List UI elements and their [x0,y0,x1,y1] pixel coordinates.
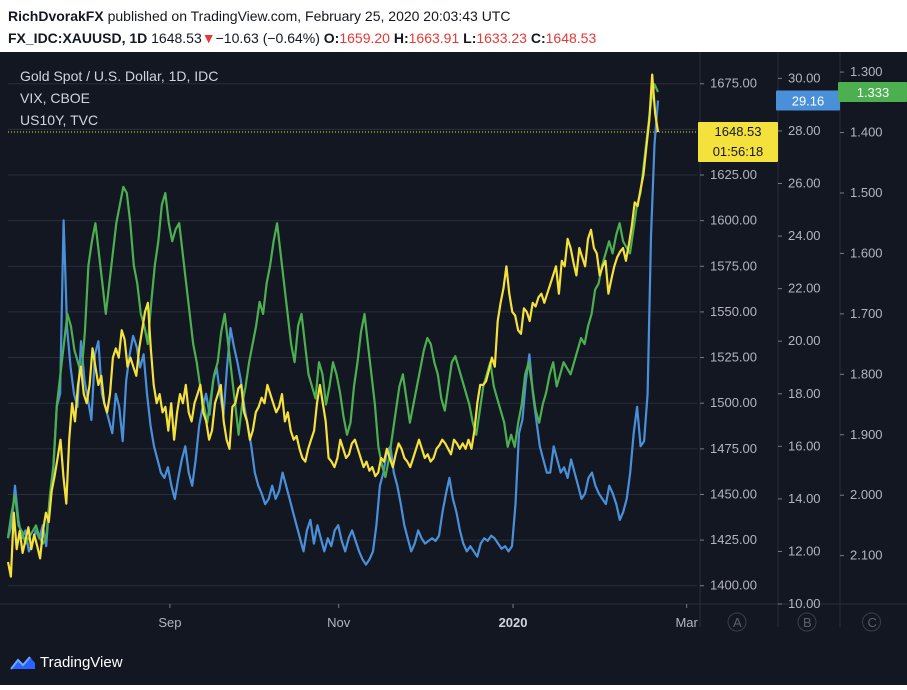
pane-label-ring [727,612,747,632]
series-line-vix [6,100,660,566]
pane-label-ring [862,612,881,632]
tick-label-c: 1.300 [850,64,883,79]
last-price: 1648.53 [151,30,202,46]
tick-label-a: 1600.00 [710,213,757,228]
tick-label-b: 28.00 [788,123,821,138]
tick-label-a: 1525.00 [710,350,757,365]
series-line-us10y [6,83,660,545]
chart-svg[interactable]: 1675.001650.001625.001600.001575.001550.… [0,52,907,685]
symbol-label: FX_IDC:XAUUSD, 1D [8,30,148,46]
tick-label-b: 24.00 [788,228,821,243]
legend-vix[interactable]: VIX, CBOE [20,90,91,106]
tick-label-c: 1.700 [850,306,883,321]
tradingview-logo-icon [10,655,35,670]
pane-label-ring [797,612,817,632]
tick-label-a: 1675.00 [710,76,757,91]
open-value: 1659.20 [339,30,390,46]
tick-label-a: 1550.00 [710,304,757,319]
tick-label-c: 2.100 [850,548,883,563]
down-arrow-icon: ▼ [201,30,216,46]
x-tick-label: Sep [158,615,181,630]
close-label: C: [530,30,546,46]
gold-timer-badge-text: 01:56:18 [713,144,764,159]
chart-area[interactable]: 1675.001650.001625.001600.001575.001550.… [0,52,907,685]
low-value: 1633.23 [476,30,527,46]
vix-price-badge-text: 29.16 [792,93,825,108]
open-label: O: [323,30,340,46]
tick-label-a: 1450.00 [710,486,757,501]
high-label: H: [393,30,409,46]
tick-label-b: 14.00 [788,491,821,506]
us10y-price-badge [838,82,907,103]
ohlc-line: FX_IDC:XAUUSD, 1D 1648.53▼−10.63 (−0.64%… [8,30,596,46]
gold-price-badge [698,122,778,163]
tick-label-c: 1.900 [850,427,883,442]
low-label: L: [463,30,477,46]
x-tick-label: Nov [327,615,351,630]
tick-label-c: 1.500 [850,185,883,200]
tick-label-b: 18.00 [788,386,821,401]
high-value: 1663.91 [408,30,460,46]
vix-price-badge [776,90,840,111]
tick-label-c: 1.800 [850,366,883,381]
gold-price-badge-text: 1648.53 [715,124,762,139]
legend-gold[interactable]: Gold Spot / U.S. Dollar, 1D, IDC [20,68,219,84]
tick-label-a: 1625.00 [710,167,757,182]
tick-label-b: 22.00 [788,281,821,296]
tick-label-b: 16.00 [788,438,821,453]
publish-info: published on TradingView.com, February 2… [107,8,511,24]
pane-label-b: B [803,615,812,630]
tick-label-b: 10.00 [788,596,821,611]
tick-label-b: 20.00 [788,333,821,348]
x-tick-label: 2020 [499,615,528,630]
tick-label-a: 1475.00 [710,441,757,456]
tradingview-logo[interactable]: TradingView [10,654,123,671]
series-line-gold [6,73,660,578]
tick-label-b: 12.00 [788,543,821,558]
pane-label-a: A [733,615,742,630]
tick-label-b: 26.00 [788,176,821,191]
author-name[interactable]: RichDvorakFX [8,8,104,24]
tick-label-c: 1.400 [850,125,883,140]
tick-label-a: 1575.00 [710,258,757,273]
x-tick-label: Mar [675,615,698,630]
tick-label-c: 1.600 [850,245,883,260]
close-value: 1648.53 [545,30,597,46]
publish-line: RichDvorakFX published on TradingView.co… [8,8,510,24]
pane-label-c: C [868,615,877,630]
tick-label-b: 30.00 [788,70,821,85]
legend-us10y[interactable]: US10Y, TVC [20,112,99,128]
tick-label-a: 1400.00 [710,578,757,593]
price-change: −10.63 (−0.64%) [215,30,320,46]
us10y-price-badge-text: 1.333 [857,85,890,100]
tick-label-a: 1500.00 [710,395,757,410]
brand-name: TradingView [40,654,123,671]
chart-header: RichDvorakFX published on TradingView.co… [0,0,907,52]
tick-label-a: 1425.00 [710,532,757,547]
tick-label-c: 2.000 [850,487,883,502]
